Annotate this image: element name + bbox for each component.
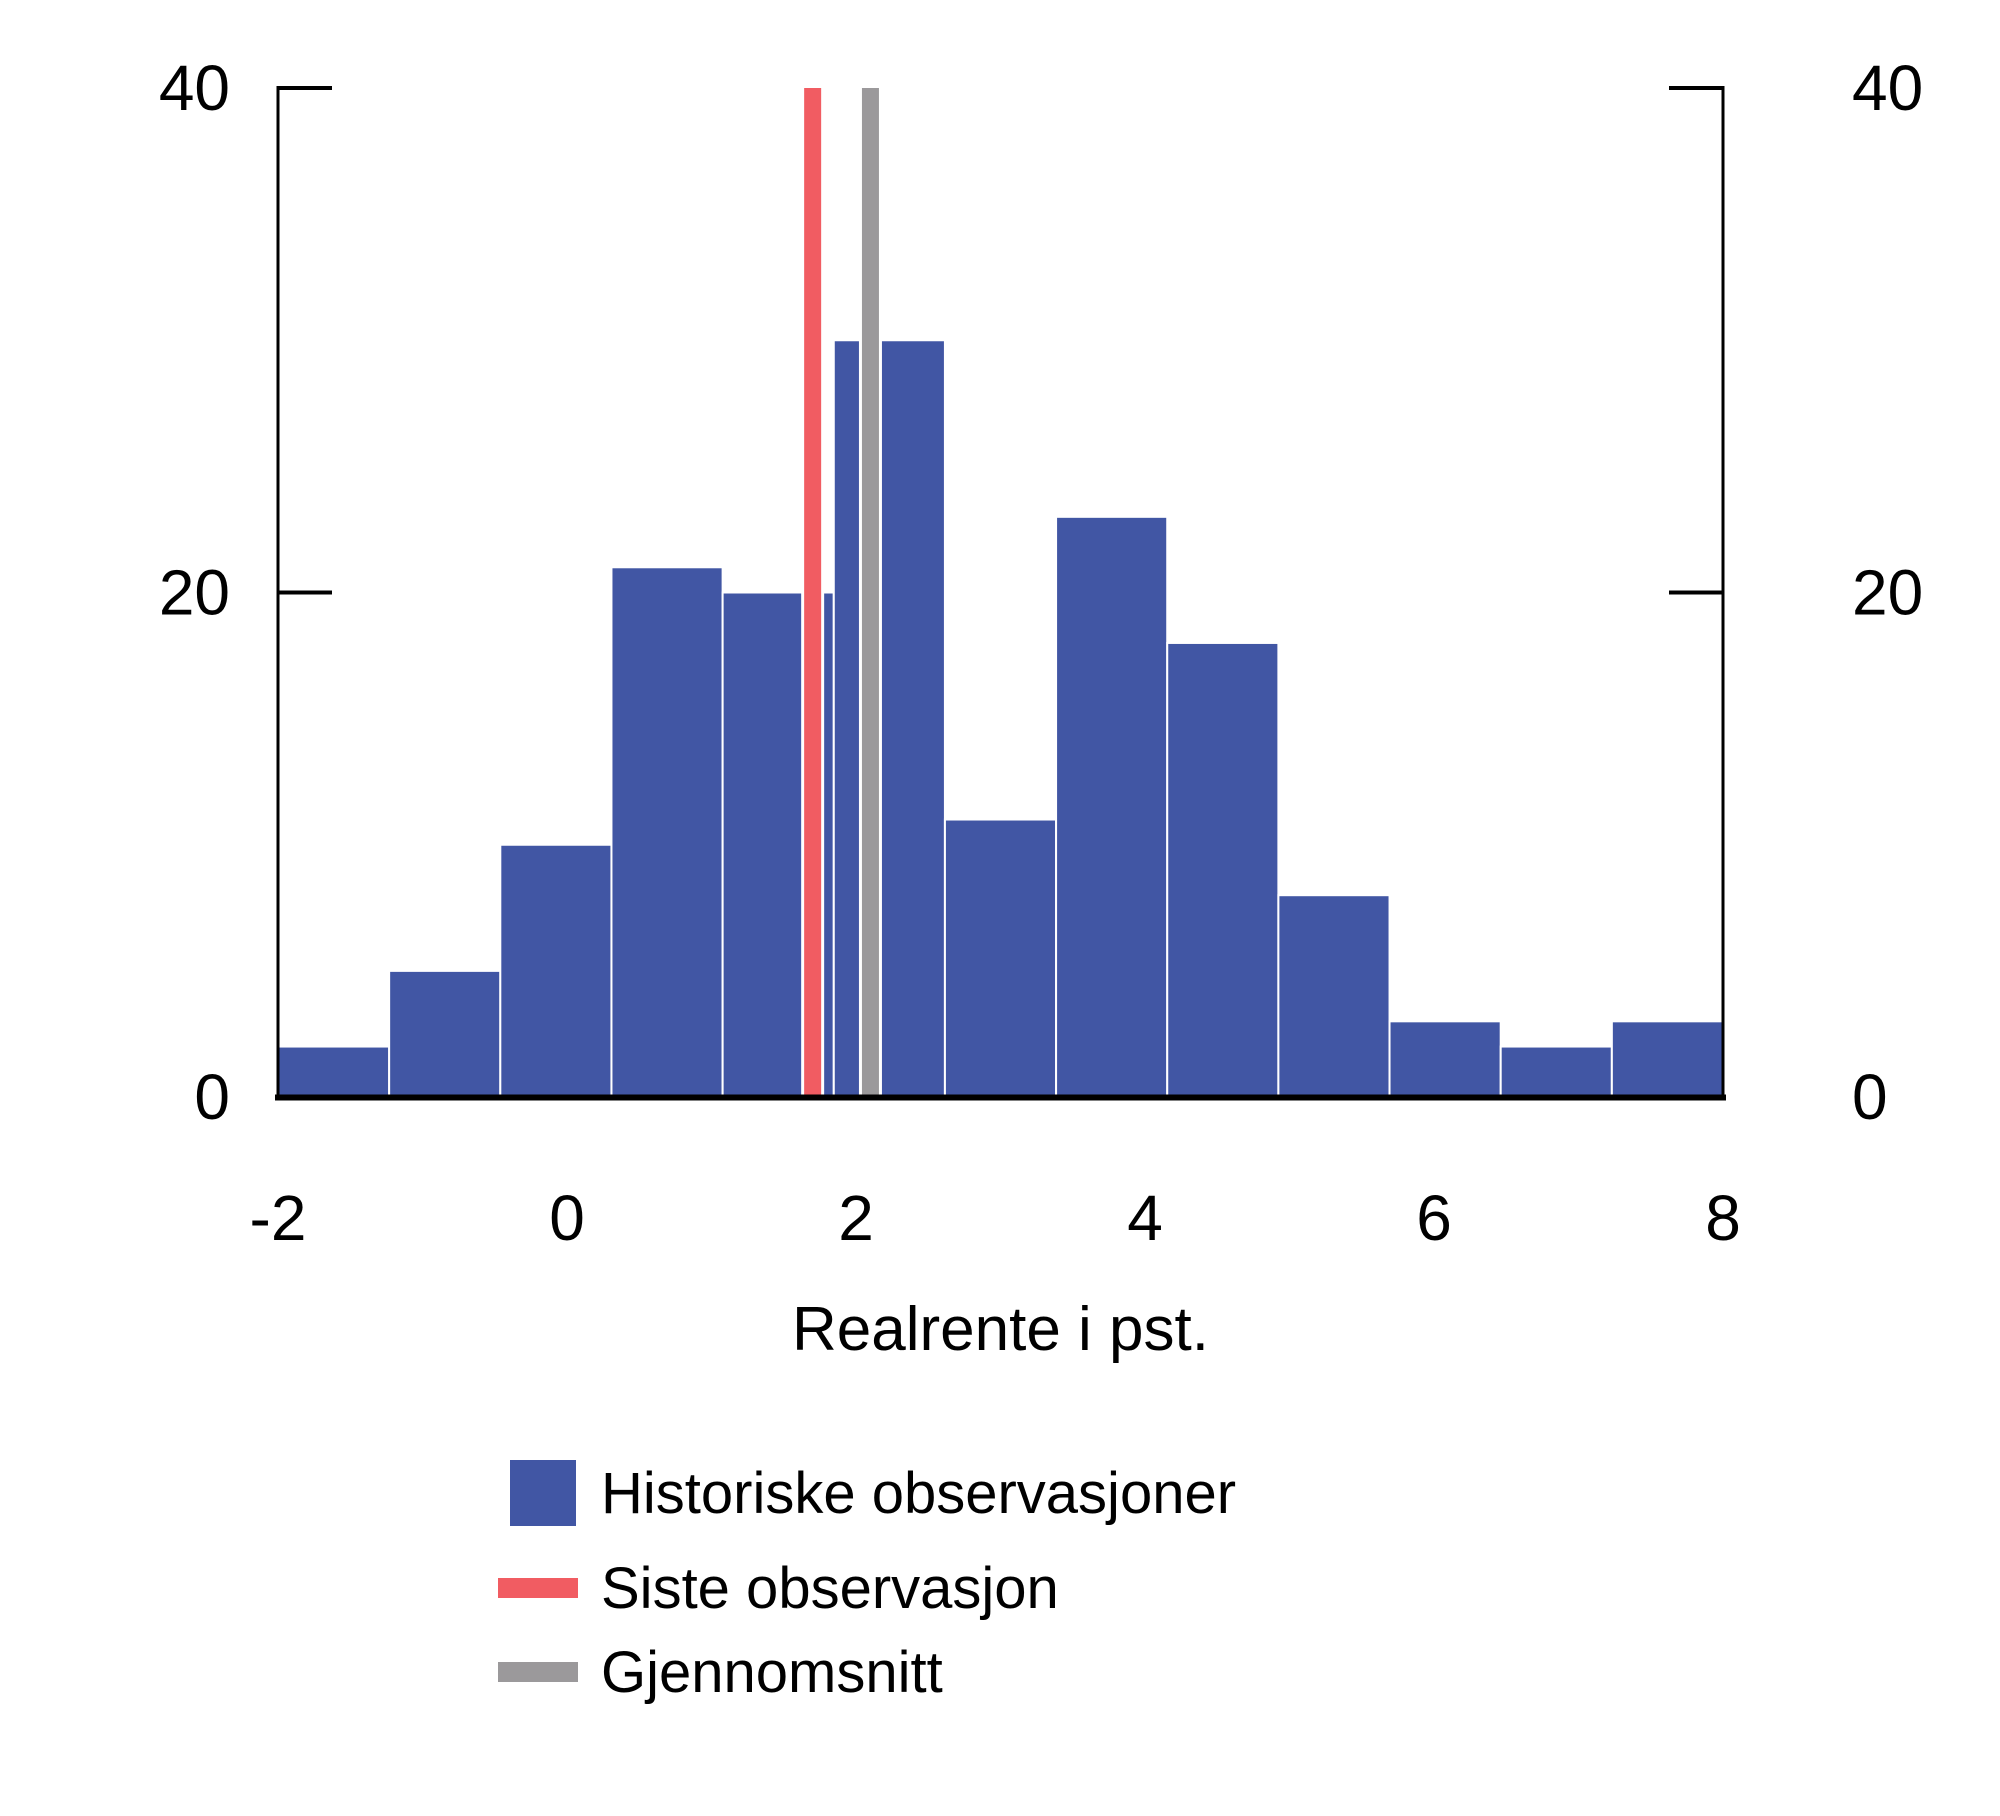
x-tick-label: 6 [1416, 1182, 1452, 1254]
x-axis-title: Realrente i pst. [792, 1295, 1209, 1364]
x-tick-label: 4 [1127, 1182, 1163, 1254]
x-axis-line [275, 1094, 1726, 1101]
y-tick-mark-right [1669, 590, 1723, 595]
y-tick-mark-left [278, 86, 332, 90]
gjennomsnitt-line [861, 88, 879, 1097]
histogram-bar [1388, 1020, 1502, 1099]
y-tick-label-left: 20 [159, 557, 230, 629]
legend-swatch-line-gray [498, 1662, 578, 1682]
legend-item-historiske-observasjoner: Historiske observasjoner [495, 1458, 1236, 1528]
y-tick-mark-left [278, 590, 332, 595]
x-tick-label: 2 [838, 1182, 874, 1254]
histogram-bar [943, 818, 1058, 1099]
histogram-bar [1166, 641, 1280, 1098]
legend-label: Gjennomsnitt [601, 1639, 943, 1705]
histogram-bar [388, 969, 502, 1098]
y-tick-label-left: 40 [159, 52, 230, 124]
y-tick-label-right: 0 [1852, 1061, 1888, 1133]
y-tick-mark-right [1669, 86, 1723, 90]
y-tick-label-left: 0 [194, 1061, 230, 1133]
x-tick-label: 8 [1705, 1182, 1741, 1254]
x-tick-label: 0 [549, 1182, 585, 1254]
legend-item-siste-observasjon: Siste observasjon [495, 1556, 1059, 1621]
histogram-bar [1055, 515, 1169, 1098]
legend-swatch-line-red [498, 1578, 578, 1598]
histogram-bar [1499, 1045, 1613, 1099]
histogram-bar [1610, 1020, 1725, 1099]
histogram-bar [610, 566, 724, 1098]
y-tick-label-right: 40 [1852, 52, 1923, 124]
legend-label: Historiske observasjoner [601, 1460, 1237, 1526]
legend-item-gjennomsnitt: Gjennomsnitt [495, 1640, 943, 1705]
legend-label: Siste observasjon [601, 1555, 1059, 1621]
siste-observasjon-line [804, 88, 822, 1097]
x-tick-label: -2 [250, 1182, 307, 1254]
histogram-bar [832, 339, 946, 1098]
histogram-bar [499, 843, 613, 1098]
y-tick-label-right: 20 [1852, 557, 1923, 629]
histogram-bar [277, 1045, 391, 1099]
legend-swatch-square [510, 1460, 576, 1526]
histogram-bar [1277, 894, 1391, 1099]
